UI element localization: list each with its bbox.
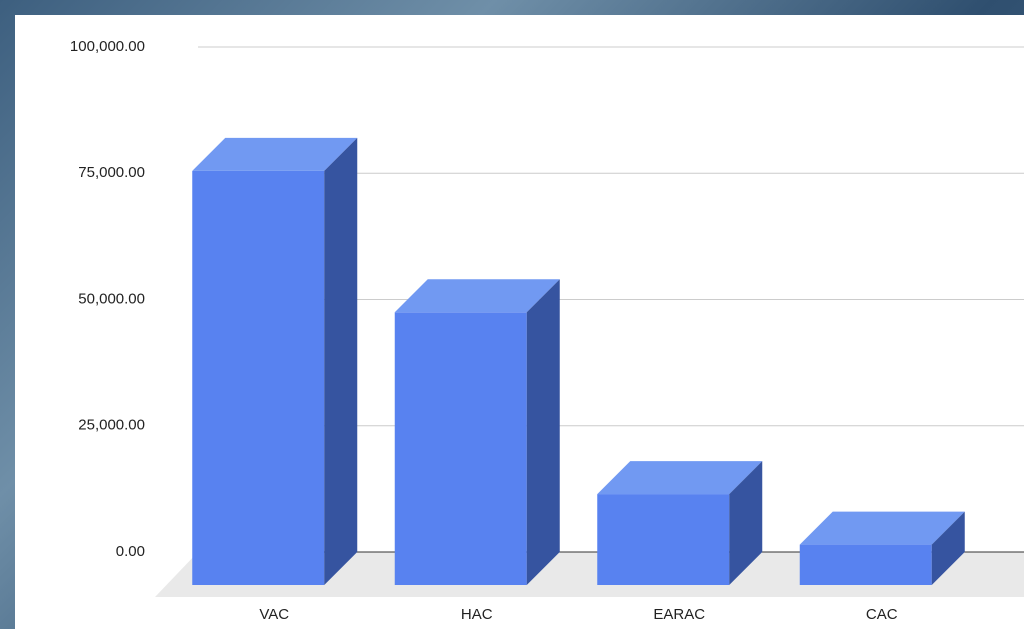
y-tick-label: 25,000.00: [78, 417, 145, 434]
chart: 0.00 25,000.00 50,000.00 75,000.00 100,000.0…: [0, 0, 1024, 629]
x-tick-label: CAC: [866, 606, 898, 623]
bar: [192, 138, 357, 585]
bar-side: [527, 279, 560, 585]
page: 0.00 25,000.00 50,000.00 75,000.00 100,000.0…: [0, 0, 1024, 629]
bar: [597, 461, 762, 585]
y-tick-label: 50,000.00: [78, 290, 145, 307]
x-tick-label: VAC: [259, 606, 289, 623]
bar-front: [800, 545, 932, 585]
bar-front: [597, 494, 729, 585]
x-tick-label: HAC: [461, 606, 493, 623]
bar-front: [395, 312, 527, 585]
bar-front: [192, 171, 324, 585]
y-tick-label: 0.00: [116, 543, 145, 560]
y-tick-label: 75,000.00: [78, 164, 145, 181]
bar: [395, 279, 560, 585]
y-tick-label: 100,000.00: [70, 38, 145, 55]
bar: [800, 512, 965, 585]
x-tick-label: EARAC: [653, 606, 705, 623]
bar-side: [324, 138, 357, 585]
